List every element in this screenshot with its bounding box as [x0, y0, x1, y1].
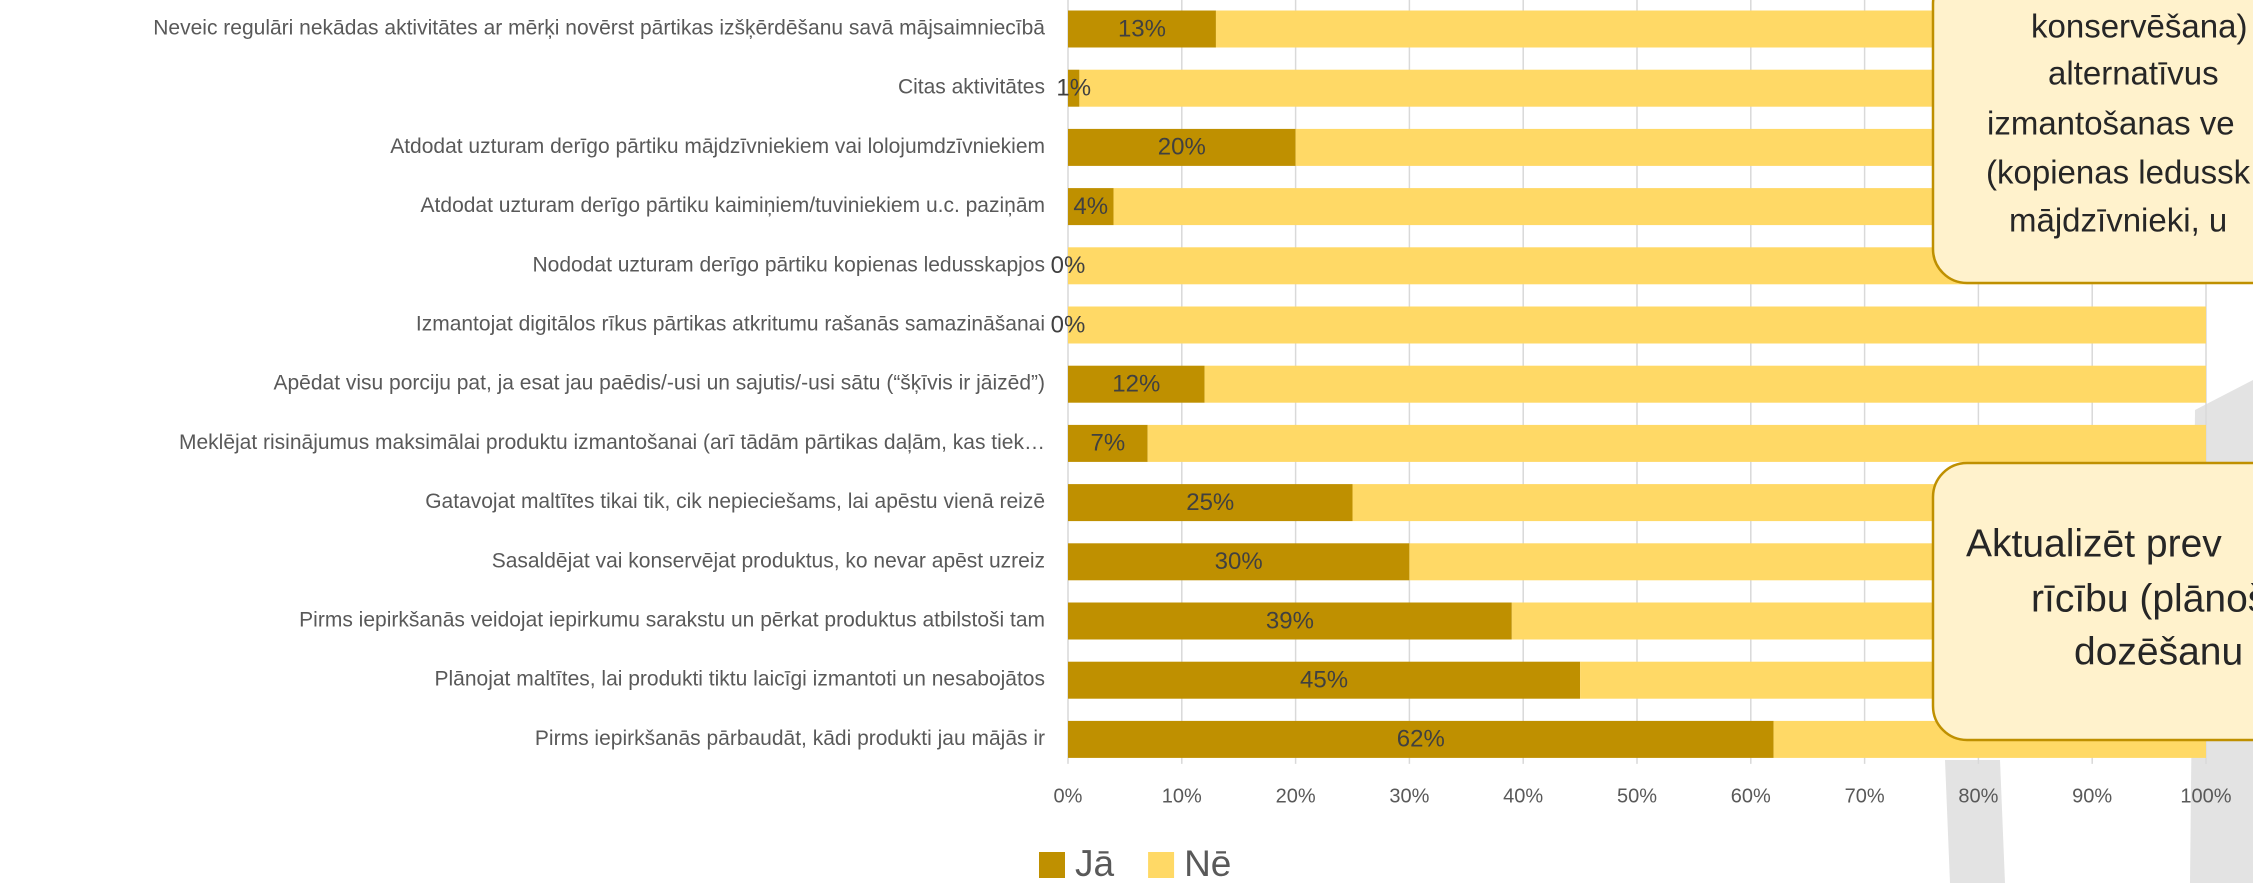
y-tick-label: Gatavojat maltītes tikai tik, cik nepiec… — [425, 490, 1045, 513]
y-tick-label: Neveic regulāri nekādas aktivitātes ar m… — [153, 17, 1045, 40]
data-label: 12% — [1112, 371, 1160, 398]
x-tick-label: 0% — [1054, 785, 1083, 807]
callout-text: rīcību (plānoš — [2031, 577, 2253, 620]
callouts: konservēšana) alternatīvus izmantošanas ve… — [1931, 0, 2253, 742]
legend-label: Nē — [1184, 843, 1231, 883]
data-label: 62% — [1397, 726, 1445, 753]
y-tick-label: Izmantojat digitālos rīkus pārtikas atkr… — [416, 313, 1045, 336]
callout-text: mājdzīvnieki, u — [2009, 202, 2227, 239]
bar-segment — [1068, 306, 2206, 344]
x-tick-label: 80% — [1958, 785, 1998, 807]
bar-segment — [1068, 484, 1353, 522]
x-tick-label: 90% — [2072, 785, 2112, 807]
x-tick-label: 70% — [1845, 785, 1885, 807]
y-tick-label: Plānojat maltītes, lai produkti tiktu la… — [435, 668, 1046, 691]
callout-text: alternatīvus — [2048, 55, 2219, 92]
watermark-shape — [1945, 760, 2005, 883]
x-tick-label: 40% — [1503, 785, 1543, 807]
data-label: 45% — [1300, 667, 1348, 694]
bar-segment — [1068, 69, 1080, 107]
bar-segment — [1068, 10, 1216, 48]
y-tick-label: Meklējat risinājumus maksimālai produktu… — [179, 431, 1045, 454]
data-label: 13% — [1118, 15, 1166, 42]
callout-text: konservēšana) — [2031, 8, 2247, 45]
legend-swatch — [1039, 852, 1065, 878]
data-label: 0% — [1051, 311, 1086, 338]
data-label: 20% — [1158, 134, 1206, 161]
callout-text: izmantošanas ve — [1987, 105, 2235, 142]
bar-segment — [1204, 365, 2206, 403]
x-tick-label: 10% — [1162, 785, 1202, 807]
bar-segment — [1068, 128, 1296, 166]
legend-swatch — [1148, 852, 1175, 878]
bar-segment — [1068, 602, 1512, 640]
data-label: 1% — [1056, 75, 1091, 102]
callout-text: (kopienas ledussk — [1986, 154, 2251, 191]
x-tick-label: 50% — [1617, 785, 1657, 807]
x-tick-label: 20% — [1276, 785, 1316, 807]
x-tick-label: 60% — [1731, 785, 1771, 807]
callout-box — [1931, 461, 2253, 742]
data-label: 4% — [1073, 193, 1108, 220]
bar-segment — [1068, 661, 1581, 699]
bar-segment — [1068, 424, 1148, 462]
data-label: 0% — [1051, 252, 1086, 279]
legend-label: Jā — [1075, 843, 1115, 883]
y-tick-label: Sasaldējat vai konservējat produktus, ko… — [492, 549, 1045, 572]
y-tick-label: Pirms iepirkšanās veidojat iepirkumu sar… — [299, 609, 1045, 632]
callout-text: dozēšanu — [2074, 630, 2243, 673]
y-tick-label: Apēdat visu porciju pat, ja esat jau paē… — [273, 372, 1045, 395]
bar-segment — [1068, 365, 1205, 403]
y-tick-label: Atdodat uzturam derīgo pārtiku mājdzīvni… — [390, 135, 1045, 158]
bar-segment — [1068, 543, 1410, 581]
labels: 0% 10% 20% 30% 40% 50% 60% 70% 80% 90% 100% Neveic … — [153, 15, 2232, 883]
y-tick-label: Atdodat uzturam derīgo pārtiku kaimiņiem… — [421, 194, 1045, 217]
y-tick-label: Nododat uzturam derīgo pārtiku kopienas … — [533, 253, 1045, 276]
bar-segment — [1147, 424, 2206, 462]
bar-segment — [1068, 720, 1774, 758]
bar-segment — [1068, 188, 1114, 226]
data-label: 39% — [1266, 607, 1314, 634]
callout-text: Aktualizēt prev — [1966, 522, 2222, 565]
data-label: 25% — [1186, 489, 1234, 516]
callout-box — [1931, 0, 2253, 285]
data-label: 7% — [1090, 430, 1125, 457]
data-label: 30% — [1215, 548, 1263, 575]
y-tick-label: Pirms iepirkšanās pārbaudāt, kādi produk… — [535, 727, 1045, 750]
y-tick-label: Citas aktivitātes — [898, 76, 1045, 99]
x-tick-label: 30% — [1389, 785, 1429, 807]
x-tick-label: 100% — [2180, 785, 2231, 807]
